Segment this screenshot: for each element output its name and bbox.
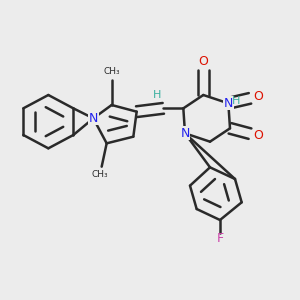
- Text: H: H: [232, 96, 240, 106]
- Text: O: O: [254, 90, 263, 103]
- Text: CH₃: CH₃: [92, 170, 108, 179]
- Text: O: O: [254, 129, 263, 142]
- Text: N: N: [224, 97, 233, 110]
- Text: O: O: [198, 55, 208, 68]
- Text: N: N: [180, 127, 190, 140]
- Text: F: F: [216, 232, 224, 245]
- Text: H: H: [152, 90, 161, 100]
- Text: CH₃: CH₃: [103, 67, 120, 76]
- Text: N: N: [88, 112, 98, 125]
